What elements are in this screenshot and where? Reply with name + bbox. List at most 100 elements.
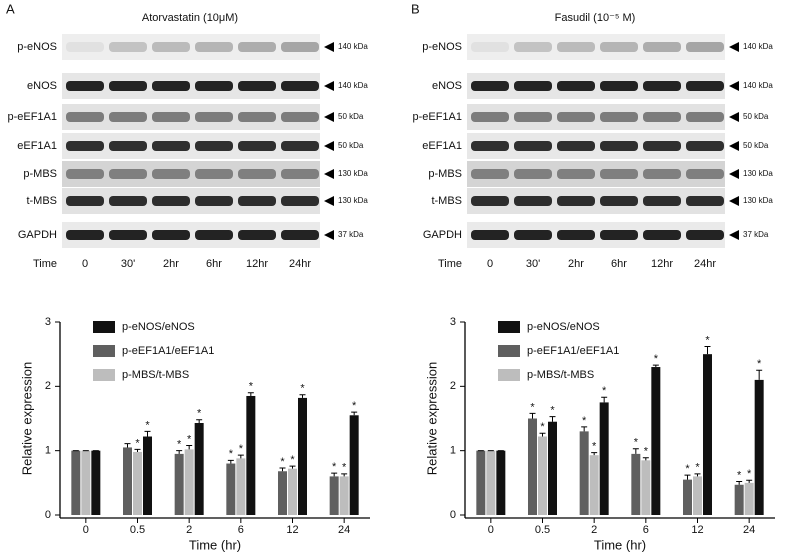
bar [194,423,204,515]
band [686,196,724,206]
bar [579,431,589,515]
bar [329,476,339,515]
blot-title: Fasudil (10⁻⁵ M) [555,12,636,24]
error-bar [176,450,183,454]
time-label: Time [33,258,57,270]
band [152,42,190,52]
band [600,230,638,240]
band [643,196,681,206]
bar [476,450,486,515]
band [600,112,638,122]
arrow [729,230,739,240]
band [66,42,104,52]
lane-label: 12hr [651,258,673,270]
band [686,141,724,151]
x-tick-label: 12 [286,524,298,536]
error-bar [736,481,743,485]
band [109,141,147,151]
band [471,112,509,122]
legend-swatch [93,321,115,333]
significance: * [145,419,150,431]
band [471,81,509,91]
blot-strip [62,188,320,214]
row-label: p-MBS [428,168,462,180]
size-label: 140 kDa [338,42,368,51]
band [238,196,276,206]
x-tick-label: 24 [743,524,755,536]
band [514,112,552,122]
band [238,230,276,240]
significance: * [685,463,690,475]
significance: * [352,400,357,412]
bar [349,415,359,515]
error-bar [227,459,234,464]
bar [236,458,246,515]
panel-label: A [6,1,15,16]
band [471,42,509,52]
band [195,230,233,240]
size-label: 140 kDa [743,81,773,90]
legend-label: p-eNOS/eNOS [122,321,195,333]
bar [744,482,754,515]
band [600,169,638,179]
blot-strip [62,133,320,159]
bar [734,484,744,515]
y-tick-label: 2 [450,380,456,392]
size-label: 50 kDa [338,112,364,121]
row-label: t-MBS [26,195,57,207]
error-bar [247,392,254,396]
significance: * [634,437,639,449]
band [66,141,104,151]
band [281,196,319,206]
lane-label: 0 [82,258,88,270]
significance: * [654,353,659,365]
bar [754,379,764,515]
row-label: t-MBS [431,195,462,207]
row-label: GAPDH [18,229,57,241]
row-label: eNOS [27,80,57,92]
row-label: eNOS [432,80,462,92]
bar [683,479,692,515]
band [66,169,104,179]
row-label: p-eNOS [17,41,57,53]
lane-label: 12hr [246,258,268,270]
significance: * [705,334,710,346]
error-bar [529,412,536,419]
error-bar [124,443,131,448]
lane-label: 24hr [289,258,311,270]
bar [703,354,712,515]
size-label: 130 kDa [743,196,773,205]
size-label: 50 kDa [338,141,364,150]
significance: * [249,381,254,393]
band [557,42,595,52]
significance: * [530,401,535,413]
size-label: 130 kDa [338,196,368,205]
significance: * [582,415,587,427]
bar [298,397,307,515]
significance: * [187,433,192,445]
legend-swatch [93,369,115,381]
blot-strip [62,34,320,60]
significance: * [737,469,742,481]
blot-title: Atorvastatin (10μM) [142,12,238,24]
x-tick-label: 24 [338,524,350,536]
band [514,42,552,52]
x-axis-label: Time (hr) [594,537,646,552]
bar [589,455,599,515]
arrow [324,230,334,240]
bar [91,450,101,515]
bar [246,395,256,515]
lane-label: 24hr [694,258,716,270]
x-tick-label: 12 [691,524,703,536]
lane-label: 6hr [206,258,222,270]
bar [496,450,506,515]
bar [599,402,609,515]
error-bar [299,394,306,398]
y-tick-label: 0 [450,509,456,521]
error-bar [581,426,588,432]
band [109,42,147,52]
lane-label: 30' [121,258,135,270]
size-label: 130 kDa [743,169,773,178]
error-bar [632,448,639,454]
row-label: p-eNOS [422,41,462,53]
